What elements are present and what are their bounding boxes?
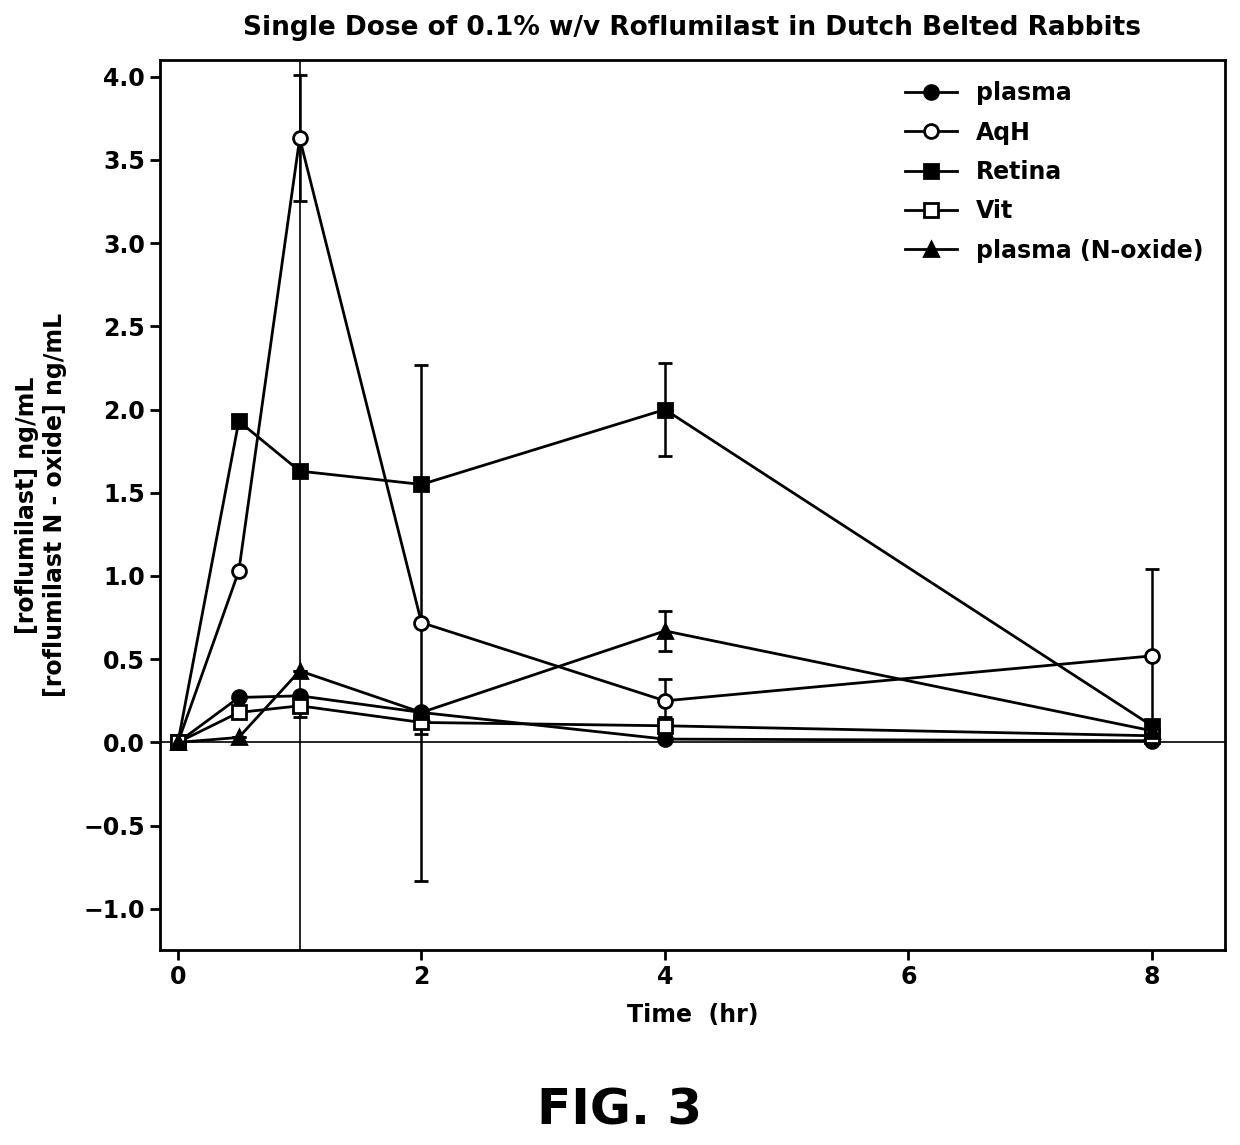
Text: FIG. 3: FIG. 3: [537, 1087, 703, 1135]
Y-axis label: [roflumilast] ng/mL
[roflumilast N - oxide] ng/mL: [roflumilast] ng/mL [roflumilast N - oxi…: [15, 314, 67, 697]
Title: Single Dose of 0.1% w/v Roflumilast in Dutch Belted Rabbits: Single Dose of 0.1% w/v Roflumilast in D…: [243, 15, 1141, 41]
X-axis label: Time  (hr): Time (hr): [626, 1003, 758, 1027]
Legend: plasma, AqH, Retina, Vit, plasma (N-oxide): plasma, AqH, Retina, Vit, plasma (N-oxid…: [897, 72, 1213, 273]
